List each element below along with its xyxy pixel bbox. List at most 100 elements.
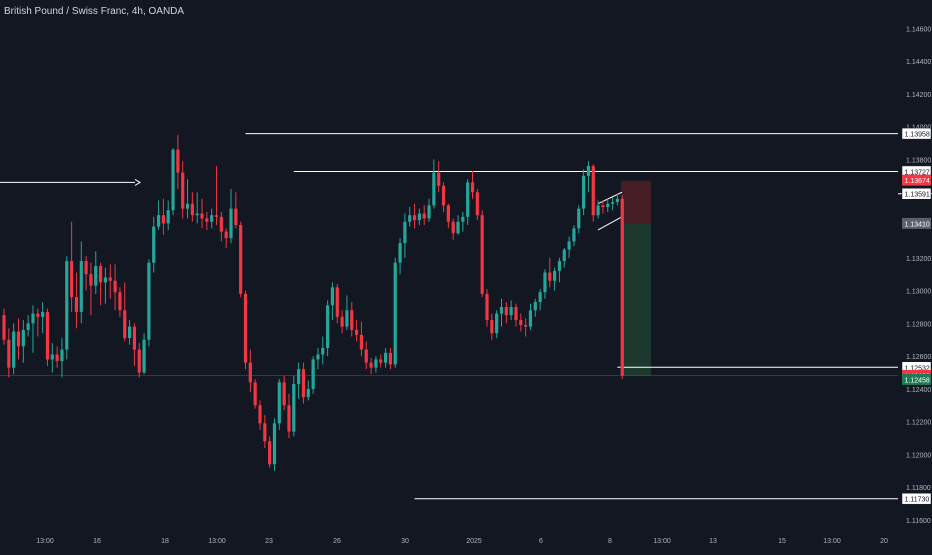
candle-body bbox=[350, 310, 353, 330]
x-tick-label: 16 bbox=[93, 538, 101, 545]
candle-body bbox=[128, 327, 131, 338]
candle-body bbox=[60, 350, 63, 361]
price-label: 1.13958 bbox=[905, 132, 930, 139]
candle-body bbox=[365, 350, 368, 363]
candle-body bbox=[85, 261, 88, 274]
candle-body bbox=[123, 310, 126, 338]
candle-body bbox=[403, 222, 406, 243]
x-tick-label: 13 bbox=[709, 538, 717, 545]
candle-body bbox=[360, 335, 363, 350]
candle-body bbox=[258, 405, 261, 423]
candle-body bbox=[142, 340, 145, 373]
x-tick-label: 23 bbox=[265, 538, 273, 545]
candle-body bbox=[534, 302, 537, 310]
candle-body bbox=[234, 209, 237, 225]
x-tick-label: 13:00 bbox=[823, 538, 841, 545]
candle-body bbox=[249, 363, 252, 383]
y-tick-label: 1.12400 bbox=[906, 387, 931, 394]
price-axis: 1.146001.144001.142001.140001.138001.136… bbox=[906, 26, 931, 525]
candle-body bbox=[41, 312, 44, 317]
candle-body bbox=[36, 314, 39, 317]
candle-body bbox=[616, 199, 619, 202]
x-tick-label: 13:00 bbox=[653, 538, 671, 545]
candle-body bbox=[510, 307, 513, 315]
candle-body bbox=[543, 273, 546, 293]
candle-body bbox=[539, 292, 542, 302]
candle-body bbox=[104, 277, 107, 282]
x-tick-label: 13:00 bbox=[208, 538, 226, 545]
candle-body bbox=[56, 354, 59, 361]
candle-body bbox=[369, 363, 372, 368]
candle-body bbox=[239, 225, 242, 294]
candle-body bbox=[341, 317, 344, 327]
candle-body bbox=[326, 305, 329, 348]
candle-body bbox=[345, 310, 348, 326]
candle-body bbox=[379, 359, 382, 362]
candle-body bbox=[244, 294, 247, 363]
candle-body bbox=[524, 325, 527, 327]
x-tick-label: 6 bbox=[539, 538, 543, 545]
candle-body bbox=[162, 215, 165, 223]
candle-body bbox=[196, 214, 199, 216]
y-tick-label: 1.12600 bbox=[906, 354, 931, 361]
candle-body bbox=[471, 182, 474, 192]
candle-body bbox=[51, 354, 54, 359]
candle-body bbox=[384, 353, 387, 363]
channel-lower-line bbox=[598, 217, 622, 230]
candle-body bbox=[46, 312, 49, 360]
candle-body bbox=[389, 353, 392, 364]
price-label: 1.12458 bbox=[905, 377, 930, 384]
x-tick-label: 30 bbox=[401, 538, 409, 545]
candle-body bbox=[283, 382, 286, 405]
candle-body bbox=[65, 261, 68, 349]
candle-body bbox=[485, 294, 488, 320]
candle-body bbox=[577, 209, 580, 229]
y-tick-label: 1.14200 bbox=[906, 92, 931, 99]
candle-body bbox=[563, 250, 566, 261]
candle-body bbox=[210, 215, 213, 222]
candle-body bbox=[336, 287, 339, 316]
candle-body bbox=[263, 423, 266, 441]
candle-body bbox=[331, 287, 334, 305]
candle-body bbox=[292, 384, 295, 432]
arrow-head-icon bbox=[135, 179, 140, 185]
drawings bbox=[0, 179, 622, 230]
y-tick-label: 1.13000 bbox=[906, 289, 931, 296]
price-label: 1.13410 bbox=[905, 221, 930, 228]
candle-body bbox=[181, 173, 184, 209]
y-tick-label: 1.12800 bbox=[906, 321, 931, 328]
candle-body bbox=[220, 217, 223, 232]
price-labels: 1.139581.137271.136741.135911.134101.125… bbox=[902, 128, 931, 504]
candle-body bbox=[447, 205, 450, 221]
candle-body bbox=[109, 277, 112, 280]
candle-body bbox=[529, 310, 532, 326]
y-tick-label: 1.13800 bbox=[906, 157, 931, 164]
candle-body bbox=[558, 261, 561, 271]
candle-body bbox=[355, 330, 358, 335]
x-tick-label: 26 bbox=[333, 538, 341, 545]
candle-body bbox=[490, 320, 493, 333]
candle-body bbox=[171, 150, 174, 211]
candle-body bbox=[611, 202, 614, 204]
x-tick-label: 20 bbox=[880, 538, 888, 545]
candle-body bbox=[572, 228, 575, 241]
candle-body bbox=[408, 215, 411, 222]
candle-body bbox=[592, 166, 595, 215]
candle-body bbox=[113, 281, 116, 292]
price-label: 1.13591 bbox=[905, 192, 930, 199]
candle-body bbox=[519, 320, 522, 325]
x-tick-label: 2025 bbox=[466, 538, 482, 545]
candle-body bbox=[75, 297, 78, 312]
candle-body bbox=[466, 182, 469, 216]
candle-body bbox=[89, 274, 92, 285]
candle-body bbox=[147, 263, 150, 340]
position-stop-zone bbox=[621, 181, 651, 224]
candle-body bbox=[495, 314, 498, 334]
candle-body bbox=[191, 204, 194, 215]
candle-body bbox=[186, 204, 189, 209]
candle-body bbox=[254, 382, 257, 405]
candle-body bbox=[601, 205, 604, 207]
